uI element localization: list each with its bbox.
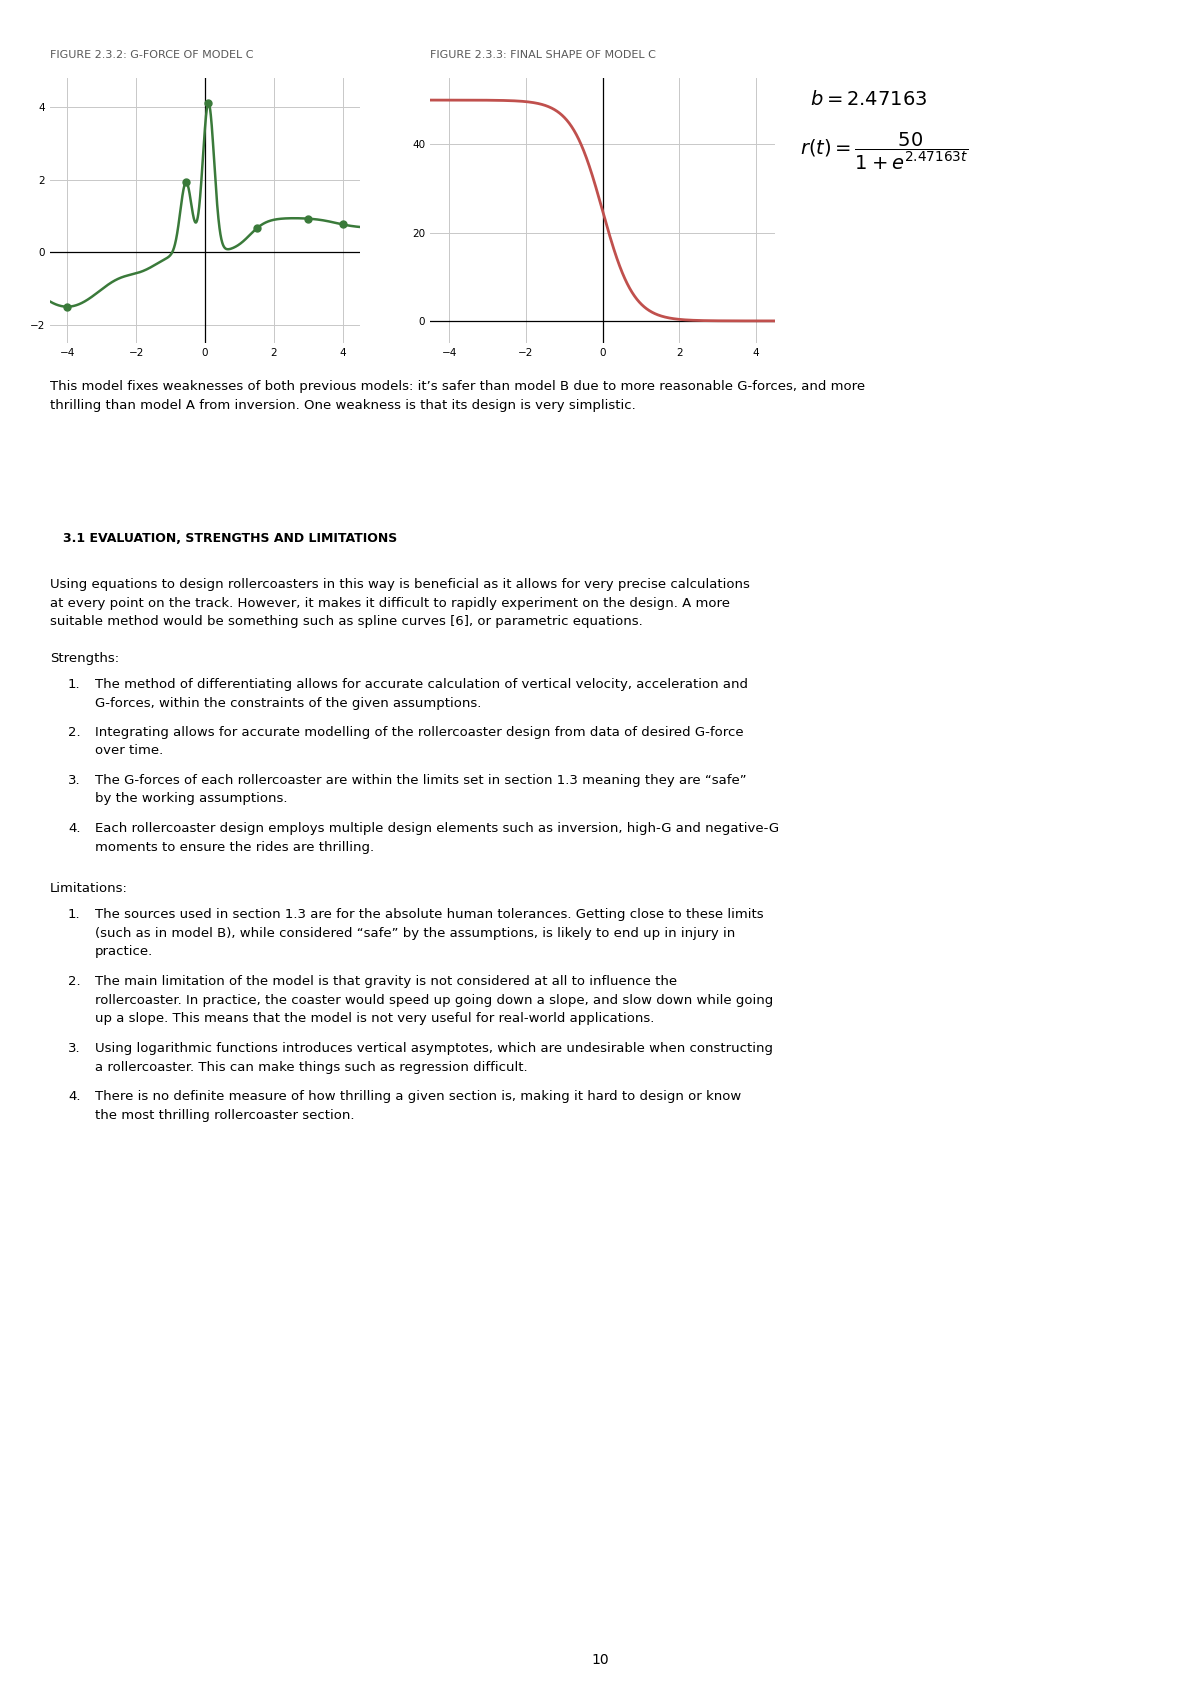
Text: Using equations to design rollercoasters in this way is beneficial as it allows : Using equations to design rollercoasters… — [50, 579, 750, 628]
Text: The method of differentiating allows for accurate calculation of vertical veloci: The method of differentiating allows for… — [95, 679, 748, 709]
Text: This model fixes weaknesses of both previous models: it’s safer than model B due: This model fixes weaknesses of both prev… — [50, 380, 865, 412]
Text: Integrating allows for accurate modelling of the rollercoaster design from data : Integrating allows for accurate modellin… — [95, 726, 744, 757]
Text: Limitations:: Limitations: — [50, 882, 128, 894]
Text: $r(t) = \dfrac{50}{1+e^{2.47163t}}$: $r(t) = \dfrac{50}{1+e^{2.47163t}}$ — [800, 131, 968, 171]
Text: The sources used in section 1.3 are for the absolute human tolerances. Getting c: The sources used in section 1.3 are for … — [95, 908, 763, 959]
Text: FIGURE 2.3.3: FINAL SHAPE OF MODEL C: FIGURE 2.3.3: FINAL SHAPE OF MODEL C — [430, 49, 656, 59]
Text: 4.: 4. — [68, 1089, 80, 1103]
Text: 2.: 2. — [68, 726, 80, 738]
Text: Using logarithmic functions introduces vertical asymptotes, which are undesirabl: Using logarithmic functions introduces v… — [95, 1042, 773, 1074]
Text: There is no definite measure of how thrilling a given section is, making it hard: There is no definite measure of how thri… — [95, 1089, 742, 1122]
Text: 1.: 1. — [68, 679, 80, 691]
Text: 2.: 2. — [68, 976, 80, 988]
Text: Each rollercoaster design employs multiple design elements such as inversion, hi: Each rollercoaster design employs multip… — [95, 821, 779, 854]
Text: 10: 10 — [592, 1653, 608, 1666]
Text: 1.: 1. — [68, 908, 80, 921]
Text: Strengths:: Strengths: — [50, 652, 119, 665]
Text: FIGURE 2.3.2: G-FORCE OF MODEL C: FIGURE 2.3.2: G-FORCE OF MODEL C — [50, 49, 253, 59]
Text: The main limitation of the model is that gravity is not considered at all to inf: The main limitation of the model is that… — [95, 976, 773, 1025]
Text: $b = 2.47163$: $b = 2.47163$ — [810, 90, 928, 109]
Text: 3.: 3. — [68, 774, 80, 787]
Text: The G-forces of each rollercoaster are within the limits set in section 1.3 mean: The G-forces of each rollercoaster are w… — [95, 774, 746, 806]
Text: 3.1 EVALUATION, STRENGTHS AND LIMITATIONS: 3.1 EVALUATION, STRENGTHS AND LIMITATION… — [64, 531, 397, 545]
Text: 3 EVALUATE AND VERIFY: 3 EVALUATE AND VERIFY — [64, 497, 265, 512]
Text: 4.: 4. — [68, 821, 80, 835]
Text: 3.: 3. — [68, 1042, 80, 1056]
